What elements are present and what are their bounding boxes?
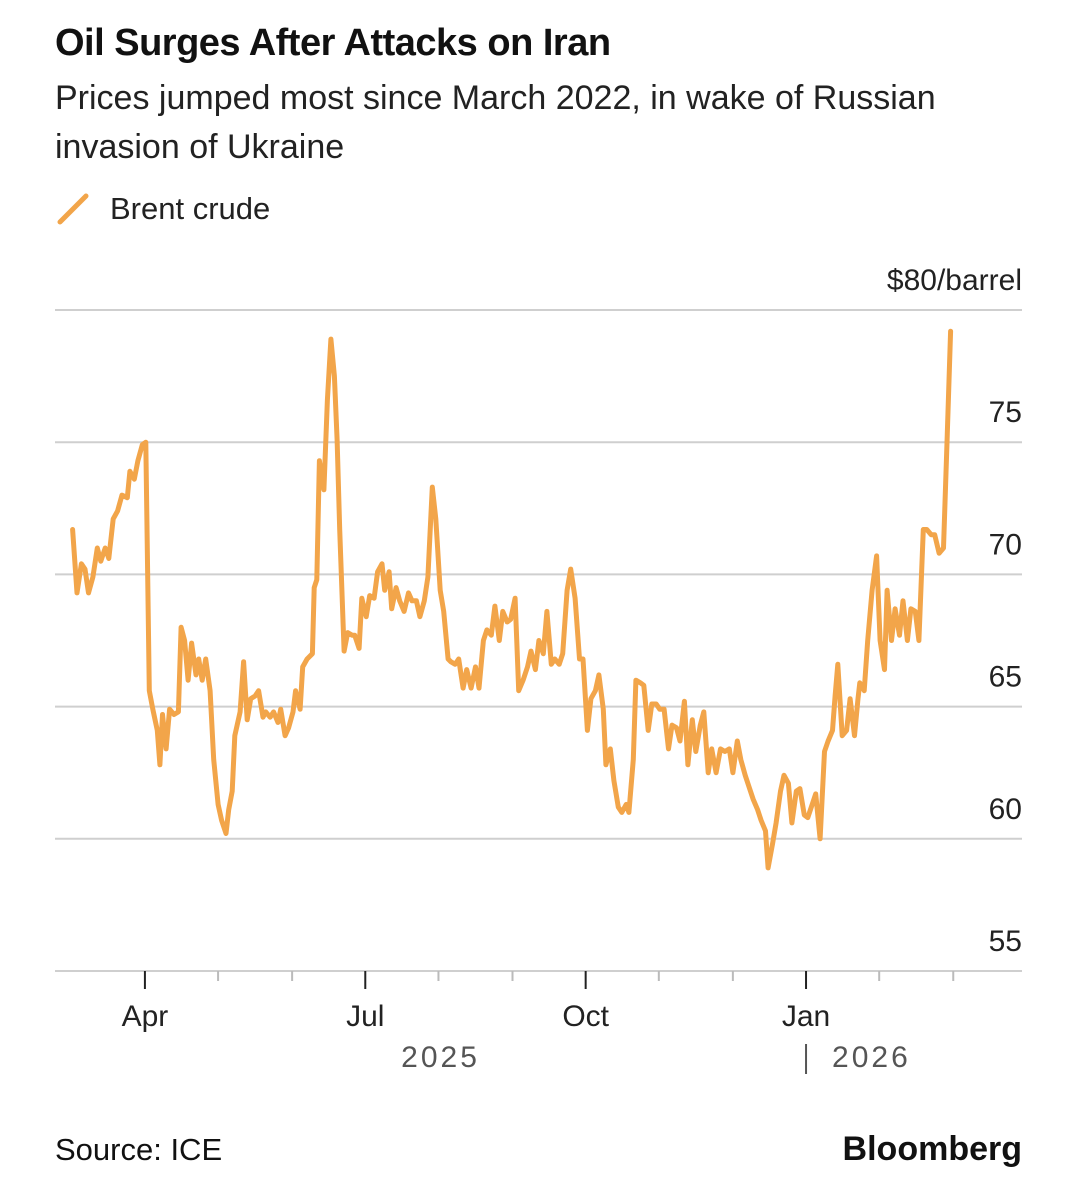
legend-label: Brent crude xyxy=(110,191,270,226)
y-tick-label: 60 xyxy=(989,793,1022,826)
chart-title: Oil Surges After Attacks on Iran xyxy=(55,22,611,64)
brand: Bloomberg xyxy=(843,1130,1022,1168)
year-label: 2025 xyxy=(401,1041,480,1074)
y-tick-label: $80/barrel xyxy=(887,264,1022,297)
y-tick-label: 75 xyxy=(989,396,1022,429)
x-tick-label: Apr xyxy=(122,1000,169,1033)
y-tick-label: 55 xyxy=(989,925,1022,958)
x-tick-label: Oct xyxy=(562,1000,609,1033)
legend-swatch xyxy=(57,193,89,225)
y-tick-label: 70 xyxy=(989,528,1022,561)
source: Source: ICE xyxy=(55,1132,222,1167)
chart-subtitle: Prices jumped most since March 2022, in … xyxy=(55,79,936,166)
price-line xyxy=(70,328,954,871)
year-label: 2026 xyxy=(832,1041,911,1074)
y-tick-label: 65 xyxy=(989,661,1022,694)
x-tick-label: Jan xyxy=(782,1000,830,1033)
x-tick-label: Jul xyxy=(346,1000,384,1033)
